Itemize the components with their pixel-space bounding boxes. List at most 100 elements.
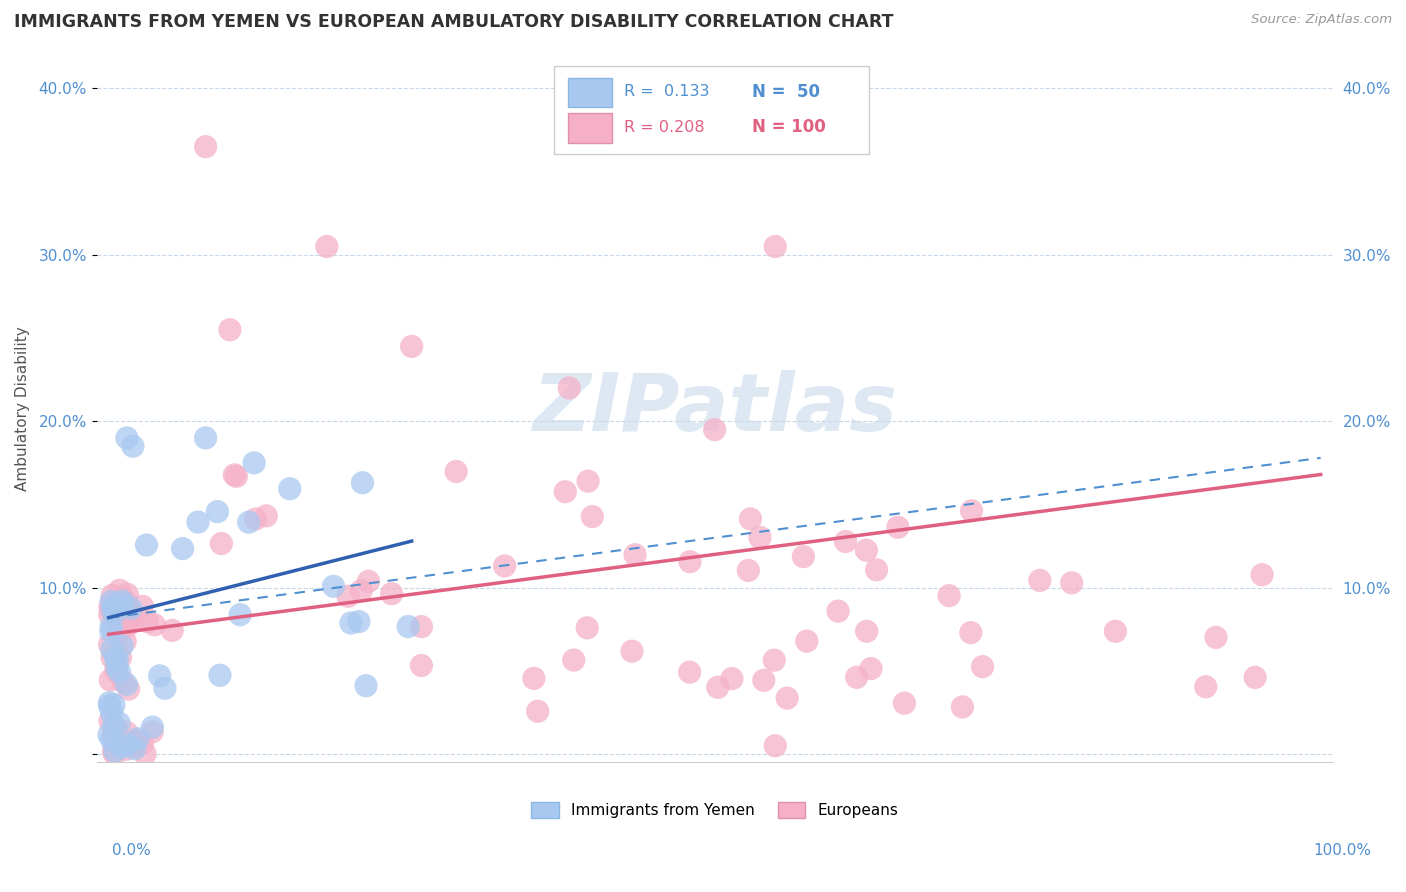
Point — [581, 509, 603, 524]
Point — [721, 672, 744, 686]
Point — [98, 673, 121, 687]
Point — [115, 431, 138, 445]
Point — [938, 589, 960, 603]
Point — [108, 665, 131, 679]
Point — [141, 720, 163, 734]
Point — [340, 615, 363, 630]
Text: 100.0%: 100.0% — [1313, 843, 1371, 858]
Point — [117, 737, 139, 751]
Point — [105, 661, 128, 675]
Point — [100, 619, 122, 633]
Point — [960, 504, 983, 518]
Point — [1195, 680, 1218, 694]
Point — [98, 696, 121, 710]
Point — [101, 603, 124, 617]
Point — [104, 606, 127, 620]
Point — [104, 651, 127, 665]
Point — [238, 515, 260, 529]
Point — [111, 639, 134, 653]
Point — [749, 530, 772, 544]
Point — [350, 583, 373, 598]
Point — [1205, 631, 1227, 645]
Point — [554, 484, 576, 499]
Point — [111, 597, 134, 611]
Point — [107, 652, 129, 666]
Point — [855, 624, 877, 639]
Point — [1060, 575, 1083, 590]
Point — [111, 739, 134, 754]
Point — [737, 563, 759, 577]
Point — [576, 474, 599, 488]
Point — [120, 601, 142, 615]
Point — [959, 625, 981, 640]
Point — [558, 381, 581, 395]
Point — [98, 599, 121, 614]
Text: R =  0.133: R = 0.133 — [624, 85, 710, 99]
Point — [347, 615, 370, 629]
Point — [131, 736, 153, 750]
Point — [322, 579, 344, 593]
Point — [103, 599, 125, 613]
Point — [278, 482, 301, 496]
Point — [1029, 574, 1052, 588]
Point — [1251, 567, 1274, 582]
Text: R = 0.208: R = 0.208 — [624, 120, 704, 135]
Point — [827, 604, 849, 618]
Point — [187, 515, 209, 529]
Point — [855, 543, 877, 558]
Point — [103, 727, 125, 741]
Point — [117, 587, 139, 601]
Point — [952, 700, 974, 714]
Point — [763, 653, 786, 667]
Point — [115, 742, 138, 756]
Point — [315, 239, 337, 253]
Point — [122, 439, 145, 453]
Point — [796, 634, 818, 648]
Point — [160, 624, 183, 638]
Point — [381, 587, 404, 601]
Point — [100, 624, 122, 639]
Point — [865, 563, 887, 577]
Point — [108, 583, 131, 598]
Point — [207, 505, 229, 519]
Point — [115, 619, 138, 633]
Point — [218, 323, 240, 337]
Point — [523, 672, 546, 686]
Point — [444, 465, 467, 479]
Point — [100, 594, 122, 608]
Point — [245, 512, 267, 526]
Point — [562, 653, 585, 667]
Point — [401, 339, 423, 353]
Point — [105, 600, 128, 615]
Point — [792, 549, 814, 564]
Point — [149, 669, 172, 683]
Point — [576, 621, 599, 635]
Point — [352, 475, 374, 490]
Point — [111, 594, 134, 608]
Point — [624, 548, 647, 562]
Point — [194, 139, 217, 153]
Point — [101, 733, 124, 747]
Point — [100, 706, 122, 721]
Point — [105, 665, 128, 679]
Point — [887, 520, 910, 534]
Point — [134, 747, 156, 761]
Point — [740, 512, 762, 526]
Point — [107, 627, 129, 641]
Point — [104, 747, 127, 761]
Text: 0.0%: 0.0% — [112, 843, 152, 858]
Point — [121, 609, 143, 624]
Y-axis label: Ambulatory Disability: Ambulatory Disability — [15, 326, 30, 491]
Point — [763, 239, 786, 253]
Text: IMMIGRANTS FROM YEMEN VS EUROPEAN AMBULATORY DISABILITY CORRELATION CHART: IMMIGRANTS FROM YEMEN VS EUROPEAN AMBULA… — [14, 13, 894, 31]
Point — [526, 704, 548, 718]
Point — [101, 588, 124, 602]
Point — [707, 681, 730, 695]
Point — [98, 698, 121, 713]
Point — [105, 721, 128, 735]
Point — [752, 673, 775, 688]
Point — [98, 637, 121, 651]
Point — [125, 733, 148, 747]
Point — [104, 660, 127, 674]
Point — [100, 642, 122, 657]
